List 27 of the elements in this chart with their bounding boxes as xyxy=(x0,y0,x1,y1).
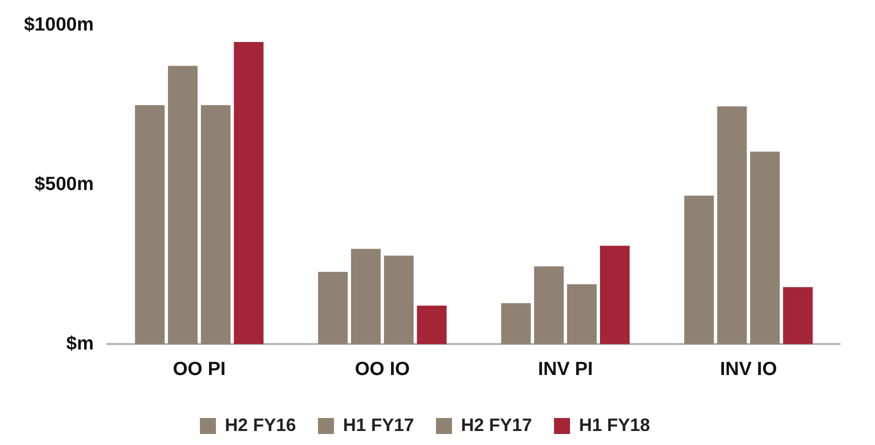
legend-label: H1 FY17 xyxy=(342,414,414,435)
bar xyxy=(534,266,564,344)
x-tick-label: INV PI xyxy=(538,358,593,380)
bar xyxy=(783,287,813,344)
legend-label: H1 FY18 xyxy=(579,414,650,435)
bar xyxy=(200,105,231,344)
bar xyxy=(750,152,780,344)
bar xyxy=(717,106,747,344)
x-tick-label: OO PI xyxy=(172,358,226,380)
y-tick-label: $500m xyxy=(34,174,94,196)
bar xyxy=(416,306,447,344)
bar xyxy=(684,196,714,344)
y-tick-label: $m xyxy=(66,333,94,354)
bar xyxy=(384,256,414,344)
bar xyxy=(501,303,531,344)
x-tick-label: OO IO xyxy=(354,358,410,380)
bar xyxy=(234,42,264,344)
bar xyxy=(567,284,597,344)
bar xyxy=(135,105,165,344)
y-tick-label: $1000m xyxy=(24,14,94,36)
bar xyxy=(600,246,630,344)
x-tick-label: INV IO xyxy=(720,358,777,380)
legend-label: H2 FY17 xyxy=(461,414,532,435)
bar xyxy=(168,66,198,344)
bar xyxy=(351,248,381,344)
legend-label: H2 FY16 xyxy=(224,414,296,435)
bar xyxy=(318,272,348,344)
